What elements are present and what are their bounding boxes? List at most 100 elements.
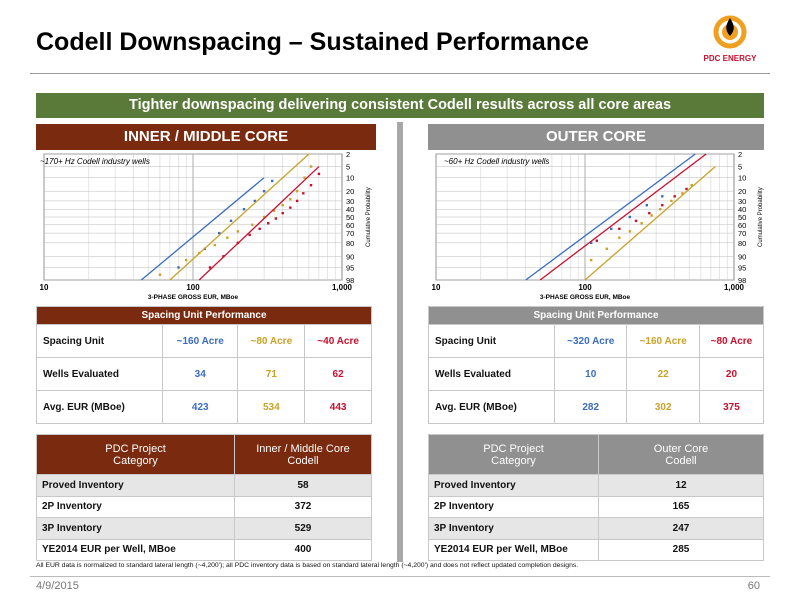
data-point bbox=[242, 208, 246, 211]
cell: ~80 Acre bbox=[698, 324, 765, 358]
y-tick-label: 30 bbox=[346, 197, 354, 206]
data-point bbox=[309, 165, 313, 168]
data-point bbox=[229, 219, 233, 223]
page-number: 60 bbox=[747, 580, 760, 592]
y-tick-label: 70 bbox=[738, 229, 746, 238]
data-point bbox=[267, 221, 270, 225]
row-label: Proved Inventory bbox=[36, 474, 235, 497]
table-row: 3P Inventory 247 bbox=[428, 517, 764, 540]
cell: 282 bbox=[553, 390, 628, 424]
y-tick-label: 50 bbox=[346, 213, 354, 222]
table-row: Spacing Unit ~160 Acre ~80 Acre ~40 Acre bbox=[36, 324, 372, 358]
y-tick-label: 80 bbox=[346, 239, 354, 248]
y-tick-label: 40 bbox=[738, 205, 746, 214]
table-row: Spacing Unit ~320 Acre ~160 Acre ~80 Acre bbox=[428, 324, 765, 358]
y-tick-label: 95 bbox=[738, 263, 746, 272]
row-label: 2P Inventory bbox=[36, 495, 235, 518]
data-point bbox=[661, 203, 664, 207]
row-label: Wells Evaluated bbox=[36, 357, 163, 391]
data-point bbox=[270, 179, 274, 183]
y-tick-label: 70 bbox=[346, 229, 354, 238]
fit-line bbox=[525, 153, 696, 281]
x-tick-label: 1,000 bbox=[332, 283, 353, 292]
x-tick-label: 10 bbox=[432, 283, 441, 292]
cell: 529 bbox=[234, 517, 372, 540]
cell: 247 bbox=[598, 517, 764, 540]
y-tick-label: 90 bbox=[738, 252, 746, 261]
table-title: Spacing Unit Performance bbox=[36, 306, 372, 325]
x-axis-label: 3-PHASE GROSS EUR, MBoe bbox=[540, 294, 631, 301]
data-point bbox=[659, 208, 662, 211]
data-point bbox=[295, 189, 299, 193]
row-label: Proved Inventory bbox=[428, 474, 599, 497]
data-point bbox=[222, 255, 225, 258]
data-point bbox=[289, 206, 292, 209]
data-point bbox=[650, 214, 653, 217]
cell: 443 bbox=[304, 390, 372, 424]
inner-chart-note: ~170+ Hz Codell industry wells bbox=[40, 157, 150, 166]
row-label: 2P Inventory bbox=[428, 495, 599, 518]
data-point bbox=[618, 227, 621, 231]
col-header: PDC Project Category bbox=[428, 434, 599, 475]
y-tick-label: 95 bbox=[346, 263, 354, 272]
y-tick-label: 20 bbox=[346, 187, 354, 196]
fit-line bbox=[584, 166, 716, 281]
x-tick-label: 100 bbox=[578, 283, 592, 292]
data-point bbox=[213, 243, 216, 247]
pdc-logo-icon bbox=[713, 15, 747, 49]
inner-category-table: PDC Project Category Inner / Middle Core … bbox=[36, 434, 372, 561]
data-point bbox=[248, 233, 251, 237]
y-tick-label: 98 bbox=[346, 276, 354, 285]
data-point bbox=[309, 184, 313, 187]
y-tick-label: 60 bbox=[346, 221, 354, 230]
y-tick-label: 80 bbox=[738, 239, 746, 248]
y-tick-label: 10 bbox=[738, 174, 746, 183]
table-row: Proved Inventory 12 bbox=[428, 474, 764, 497]
data-point bbox=[610, 227, 613, 231]
data-point bbox=[302, 192, 305, 195]
y-tick-label: 5 bbox=[738, 163, 742, 172]
row-label: YE2014 EUR per Well, MBoe bbox=[36, 538, 235, 561]
banner: Tighter downspacing delivering consisten… bbox=[36, 93, 764, 118]
row-label: Spacing Unit bbox=[36, 324, 163, 358]
cell: ~160 Acre bbox=[626, 324, 700, 358]
cell: 22 bbox=[626, 357, 700, 391]
y-tick-label: 2 bbox=[738, 152, 742, 159]
row-label: 3P Inventory bbox=[36, 517, 235, 540]
row-label: Spacing Unit bbox=[428, 324, 555, 358]
y-tick-label: 90 bbox=[346, 252, 354, 261]
data-point bbox=[673, 195, 676, 198]
cell: 62 bbox=[304, 357, 372, 391]
table-row: 2P Inventory 165 bbox=[428, 495, 764, 518]
data-point bbox=[274, 217, 278, 220]
footer-rule bbox=[30, 576, 770, 577]
cell: 534 bbox=[237, 390, 306, 424]
table-row: Wells Evaluated 34 71 62 bbox=[36, 357, 372, 391]
x-tick-label: 100 bbox=[186, 283, 200, 292]
data-point bbox=[262, 215, 266, 219]
y-axis-label: Cumulative Probability bbox=[758, 187, 764, 247]
date: 4/9/2015 bbox=[36, 580, 79, 592]
cell: 302 bbox=[626, 390, 700, 424]
y-axis-label: Cumulative Probability bbox=[366, 187, 372, 247]
outer-core-header: OUTER CORE bbox=[428, 124, 764, 150]
cell: 400 bbox=[234, 538, 372, 561]
col-header: Inner / Middle Core Codell bbox=[234, 434, 372, 475]
data-point bbox=[184, 258, 188, 262]
data-point bbox=[208, 266, 212, 269]
table-title: Spacing Unit Performance bbox=[428, 306, 764, 325]
data-point bbox=[317, 172, 321, 176]
data-point bbox=[640, 221, 643, 225]
y-tick-label: 98 bbox=[738, 276, 746, 285]
y-tick-label: 10 bbox=[346, 174, 354, 183]
data-point bbox=[605, 247, 608, 250]
cell: 375 bbox=[698, 390, 765, 424]
data-point bbox=[218, 231, 221, 235]
data-point bbox=[253, 199, 257, 203]
x-tick-label: 10 bbox=[40, 283, 49, 292]
outer-category-table: PDC Project Category Outer Core Codell Pr… bbox=[428, 434, 764, 561]
cell: 165 bbox=[598, 495, 764, 518]
data-point bbox=[281, 211, 284, 215]
outer-chart-note: ~60+ Hz Codell industry wells bbox=[444, 157, 550, 166]
